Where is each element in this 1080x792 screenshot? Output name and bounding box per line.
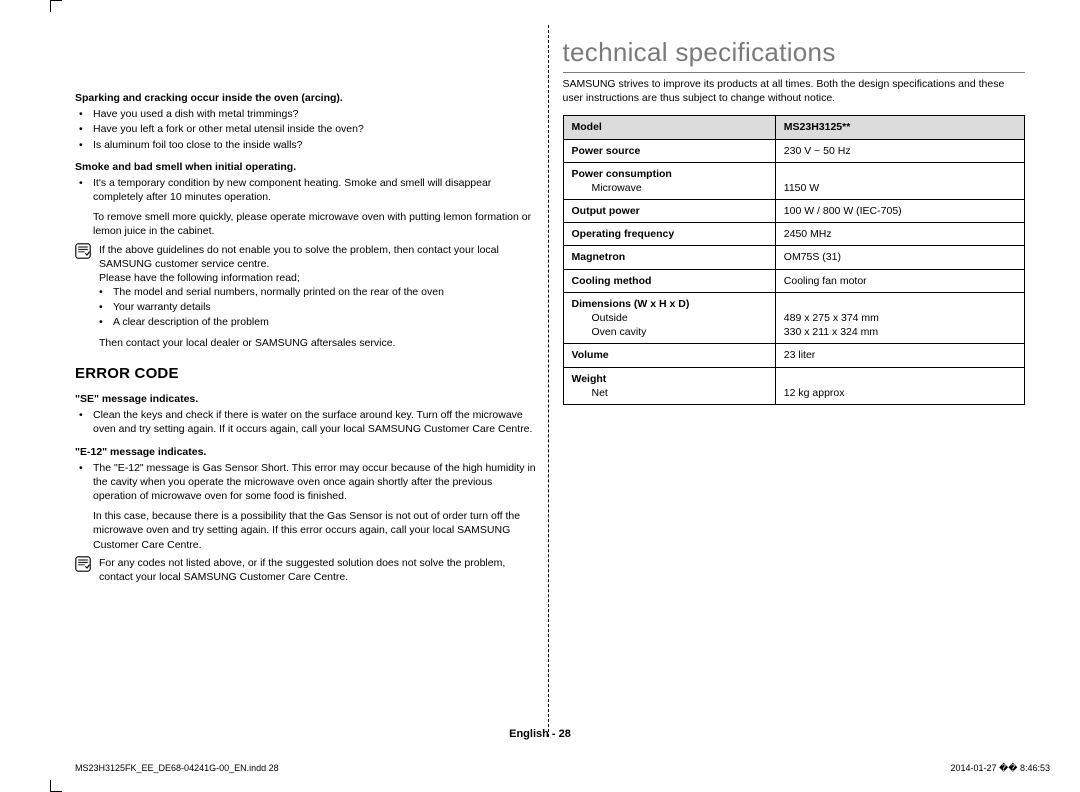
table-header: MS23H3125** (775, 116, 1024, 139)
paragraph: Then contact your local dealer or SAMSUN… (99, 336, 538, 350)
spec-value: 2450 MHz (775, 223, 1024, 246)
paragraph: If the above guidelines do not enable yo… (99, 243, 538, 271)
list-item: Clean the keys and check if there is wat… (93, 408, 538, 436)
table-row: Operating frequency2450 MHz (563, 223, 1025, 246)
print-meta: MS23H3125FK_EE_DE68-04241G-00_EN.indd 28… (75, 763, 1050, 774)
note-block: If the above guidelines do not enable yo… (75, 243, 538, 350)
spec-label: Power source (563, 139, 775, 162)
paragraph: In this case, because there is a possibi… (75, 509, 538, 552)
spec-label: Cooling method (563, 269, 775, 292)
note-icon (75, 243, 93, 350)
paragraph: Please have the following information re… (99, 271, 538, 285)
bullet-list: The "E-12" message is Gas Sensor Short. … (75, 461, 538, 504)
table-row: MagnetronOM75S (31) (563, 246, 1025, 269)
bullet-list: Clean the keys and check if there is wat… (75, 408, 538, 436)
intro-paragraph: SAMSUNG strives to improve its products … (563, 77, 1026, 105)
list-item: Your warranty details (113, 300, 538, 314)
spec-label: Dimensions (W x H x D)OutsideOven cavity (563, 292, 775, 344)
list-item: Have you left a fork or other metal uten… (93, 122, 538, 136)
spec-value: OM75S (31) (775, 246, 1024, 269)
section-heading: Smoke and bad smell when initial operati… (75, 160, 538, 174)
meta-timestamp: 2014-01-27 �� 8:46:53 (950, 763, 1050, 774)
column-divider (548, 25, 549, 737)
spec-label: Magnetron (563, 246, 775, 269)
table-row: Cooling methodCooling fan motor (563, 269, 1025, 292)
paragraph: To remove smell more quickly, please ope… (75, 210, 538, 238)
table-row: WeightNet 12 kg approx (563, 367, 1025, 404)
section-heading: "SE" message indicates. (75, 392, 538, 406)
spec-value: 23 liter (775, 344, 1024, 367)
tech-spec-heading: technical specifications (563, 35, 1026, 73)
table-row: Power consumptionMicrowave 1150 W (563, 162, 1025, 199)
note-body: If the above guidelines do not enable yo… (99, 243, 538, 350)
meta-filename: MS23H3125FK_EE_DE68-04241G-00_EN.indd 28 (75, 763, 279, 774)
error-code-heading: ERROR CODE (75, 364, 538, 384)
table-header: Model (563, 116, 775, 139)
spec-label: Operating frequency (563, 223, 775, 246)
page-container: Sparking and cracking occur inside the o… (50, 0, 1050, 792)
section-heading: Sparking and cracking occur inside the o… (75, 91, 538, 105)
spec-label: Output power (563, 200, 775, 223)
right-column: technical specifications SAMSUNG strives… (563, 25, 1026, 757)
list-item: Have you used a dish with metal trimming… (93, 107, 538, 121)
list-item: The model and serial numbers, normally p… (113, 285, 538, 299)
bullet-list: It's a temporary condition by new compon… (75, 176, 538, 204)
list-item: It's a temporary condition by new compon… (93, 176, 538, 204)
spec-label: WeightNet (563, 367, 775, 404)
section-heading: "E-12" message indicates. (75, 445, 538, 459)
list-item: The "E-12" message is Gas Sensor Short. … (93, 461, 538, 504)
note-block: For any codes not listed above, or if th… (75, 556, 538, 584)
table-row: Output power100 W / 800 W (IEC-705) (563, 200, 1025, 223)
note-body: For any codes not listed above, or if th… (99, 556, 538, 584)
spec-value: 1150 W (775, 162, 1024, 199)
page-footer: English - 28 (0, 728, 1080, 740)
spec-value: 100 W / 800 W (IEC-705) (775, 200, 1024, 223)
spec-value: 230 V ~ 50 Hz (775, 139, 1024, 162)
list-item: A clear description of the problem (113, 315, 538, 329)
list-item: Is aluminum foil too close to the inside… (93, 138, 538, 152)
note-icon (75, 556, 93, 584)
table-row: Volume23 liter (563, 344, 1025, 367)
bullet-list: Have you used a dish with metal trimming… (75, 107, 538, 152)
table-row: Power source230 V ~ 50 Hz (563, 139, 1025, 162)
left-column: Sparking and cracking occur inside the o… (75, 25, 538, 757)
spec-label: Power consumptionMicrowave (563, 162, 775, 199)
spec-value: Cooling fan motor (775, 269, 1024, 292)
spec-value: 489 x 275 x 374 mm330 x 211 x 324 mm (775, 292, 1024, 344)
spec-value: 12 kg approx (775, 367, 1024, 404)
bullet-list: The model and serial numbers, normally p… (99, 285, 538, 330)
spec-label: Volume (563, 344, 775, 367)
spec-table: Model MS23H3125** Power source230 V ~ 50… (563, 115, 1026, 404)
table-row: Dimensions (W x H x D)OutsideOven cavity… (563, 292, 1025, 344)
